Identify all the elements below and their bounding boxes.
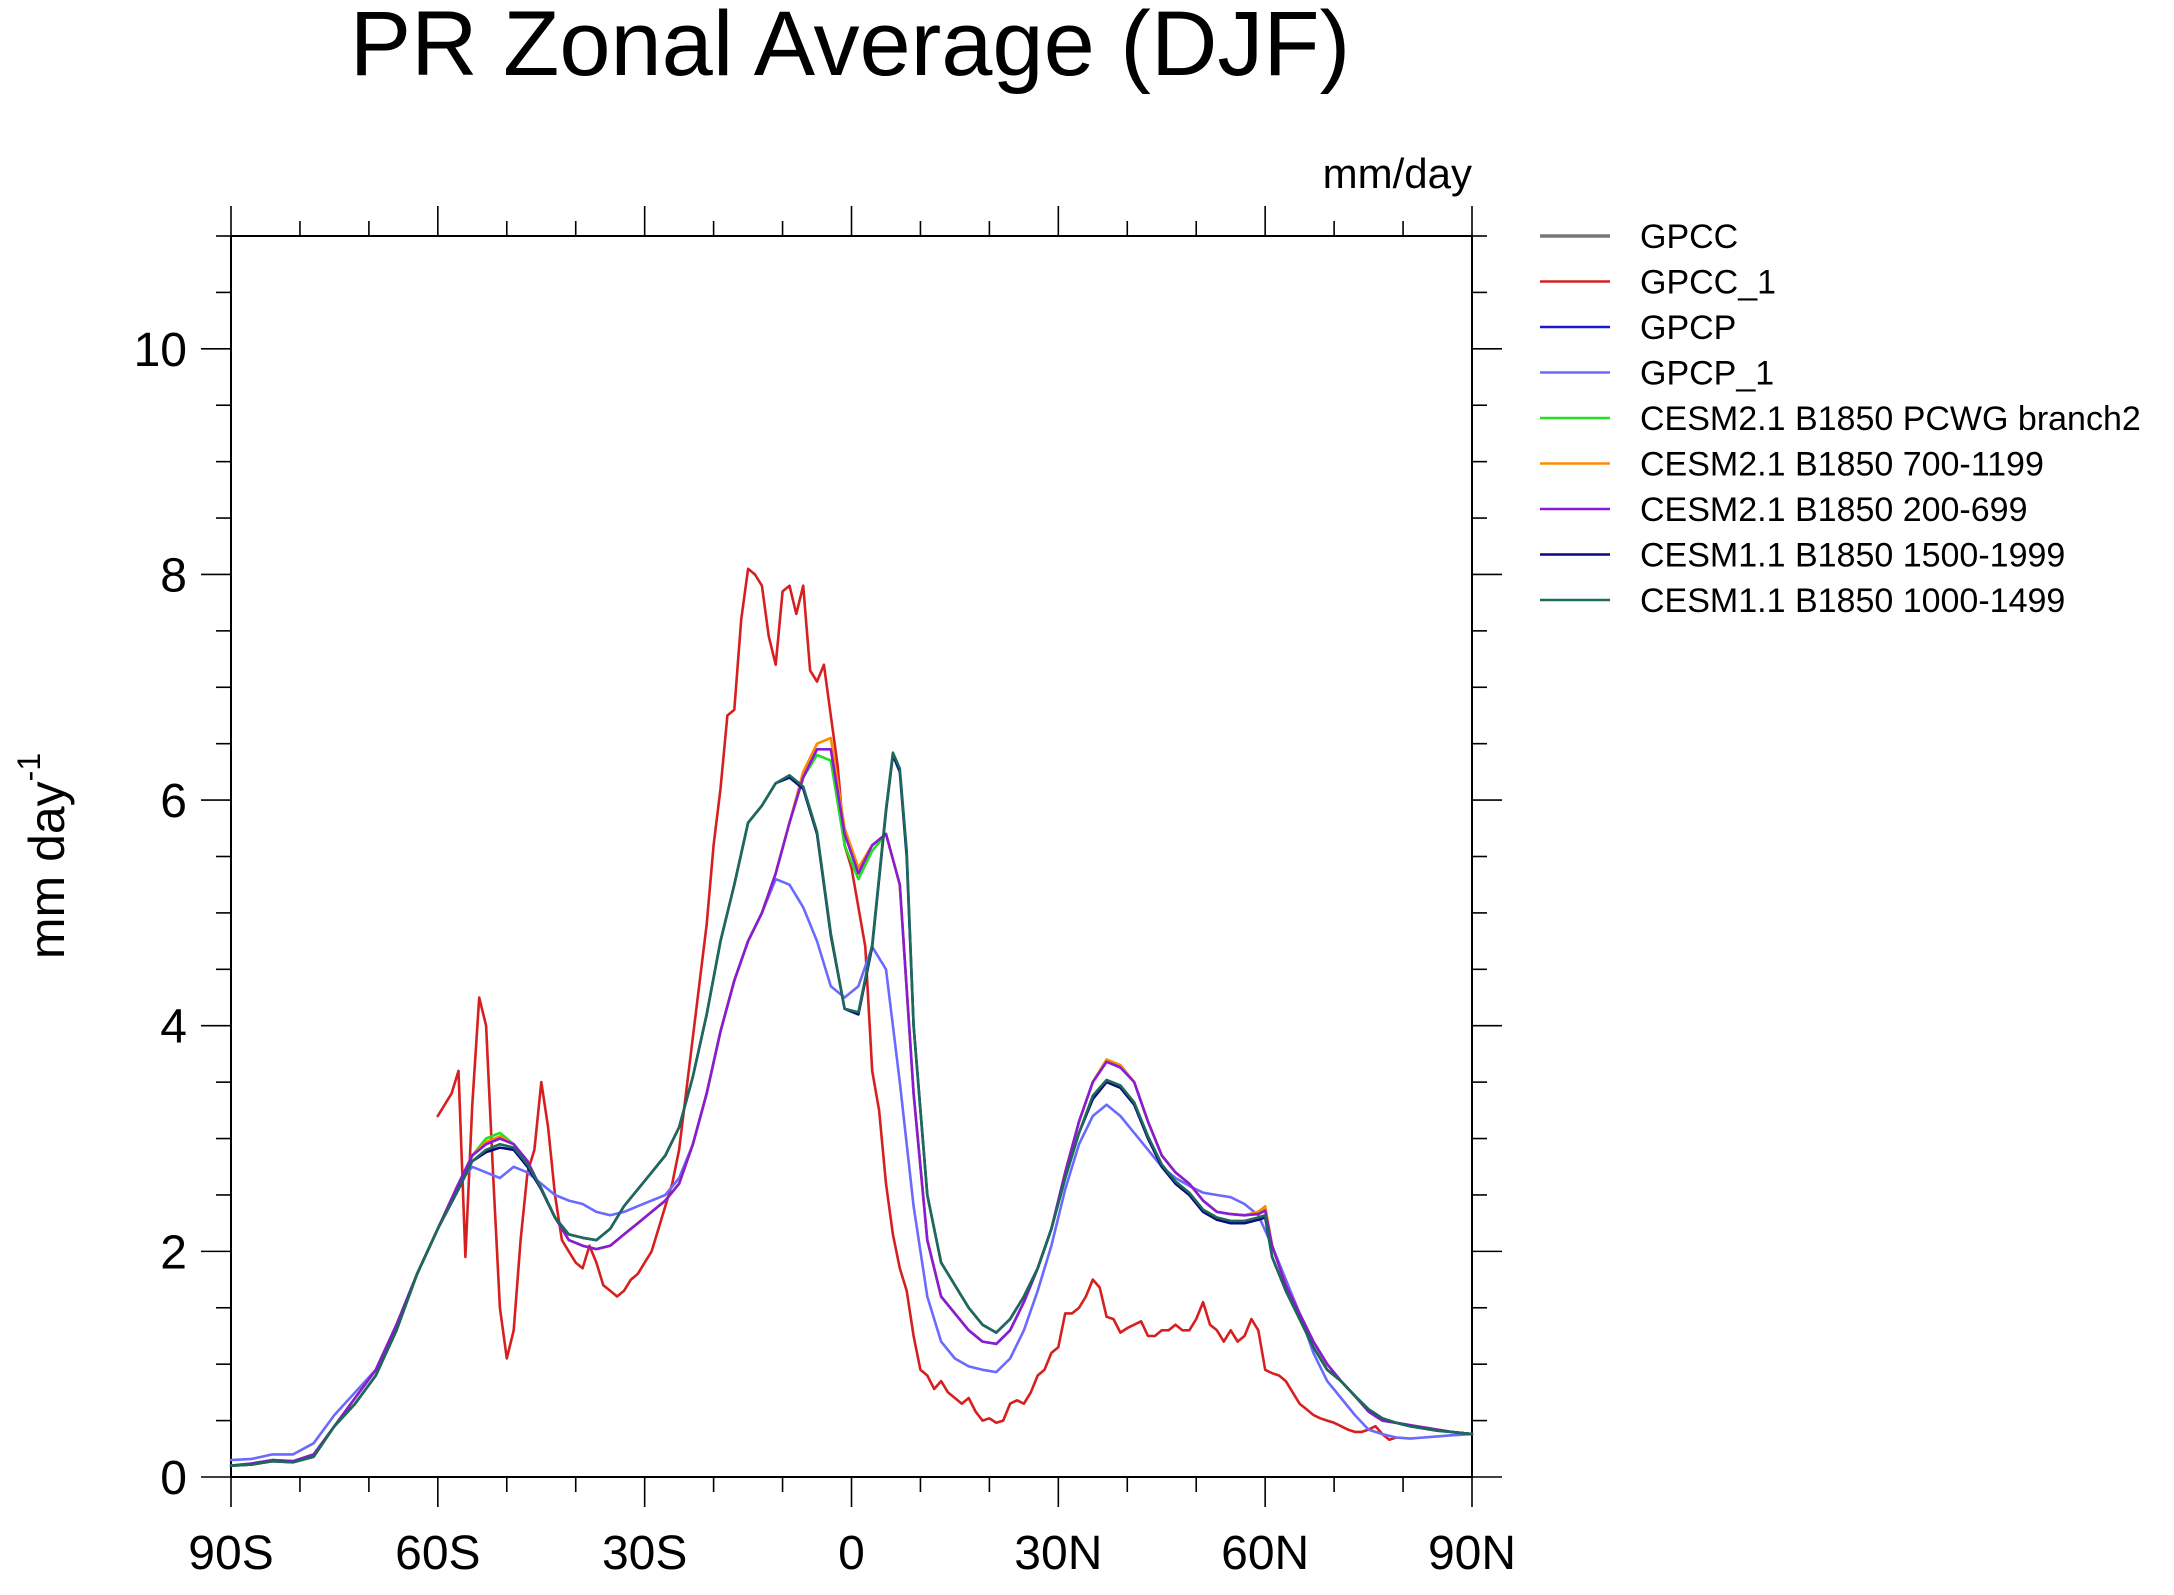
y-axis-label-text: mm day [19,781,75,959]
y-tick-label: 2 [160,1226,187,1279]
plot-axes: 90S 60S 30S 0 30N 60N 90N 0 2 4 6 8 10 [134,206,1516,1580]
legend-item: GPCP_1 [1540,355,1774,393]
legend-label: GPCC_1 [1640,264,1776,302]
series-line-1 [436,567,1398,1442]
x-tick-label: 60S [395,1527,480,1580]
legend-label: GPCC [1640,218,1738,256]
y-axis-ticks [201,235,1502,1478]
x-tick-label: 90N [1428,1527,1516,1580]
y-axis-label-superscript: -1 [11,753,47,781]
y-tick-label: 10 [134,324,187,377]
series-line-3 [229,877,1474,1462]
y-tick-label: 8 [160,549,187,602]
series-line-4 [229,753,1474,1467]
x-tick-label: 30N [1014,1527,1102,1580]
y-tick-label: 4 [160,1001,187,1054]
legend-label: GPCP [1640,309,1736,347]
legend-item: CESM1.1 B1850 1000-1499 [1540,582,2065,620]
legend-label: CESM2.1 B1850 700-1199 [1640,446,2044,484]
legend-item: CESM1.1 B1850 1500-1999 [1540,537,2065,575]
legend-item: CESM2.1 B1850 PCWG branch2 [1540,400,2141,438]
legend-item: GPCP [1540,309,1736,347]
units-label: mm/day [1323,150,1472,197]
legend-label: CESM1.1 B1850 1500-1999 [1640,537,2065,575]
chart-title: PR Zonal Average (DJF) [350,0,1350,95]
legend-label: GPCP_1 [1640,355,1774,393]
series-line-8 [229,751,1474,1467]
x-axis-ticks [230,206,1473,1507]
legend-label: CESM1.1 B1850 1000-1499 [1640,582,2065,620]
y-tick-label: 0 [160,1452,187,1505]
x-tick-label: 90S [188,1527,273,1580]
x-tick-label: 60N [1221,1527,1309,1580]
y-axis-label: mm day-1 [11,753,75,959]
series-line-6 [229,748,1474,1467]
series-line-5 [229,736,1474,1467]
legend-label: CESM2.1 B1850 200-699 [1640,491,2027,529]
series-lines [229,567,1474,1467]
legend-item: CESM2.1 B1850 200-699 [1540,491,2027,529]
legend-item: GPCC_1 [1540,264,1776,302]
y-tick-label: 6 [160,775,187,828]
y-axis-tick-labels: 0 2 4 6 8 10 [134,324,187,1505]
legend-item: CESM2.1 B1850 700-1199 [1540,446,2044,484]
legend: GPCC GPCC_1 GPCP GPCP_1 CESM2.1 B1850 PCWG b… [1540,218,2141,620]
legend-item: GPCC [1540,218,1738,256]
x-axis-tick-labels: 90S 60S 30S 0 30N 60N 90N [188,1527,1516,1580]
x-tick-label: 0 [838,1527,865,1580]
x-tick-label: 30S [602,1527,687,1580]
legend-label: CESM2.1 B1850 PCWG branch2 [1640,400,2141,438]
